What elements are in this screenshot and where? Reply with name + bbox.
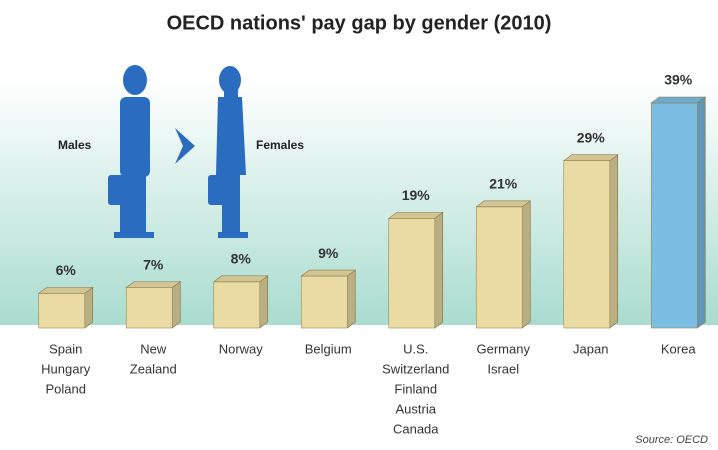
x-tick-label: Spain: [49, 341, 82, 356]
bar-top: [37, 287, 94, 294]
bar-top: [387, 212, 444, 219]
bar-top: [212, 275, 269, 283]
x-tick-label: U.S.: [403, 341, 428, 356]
value-label: 19%: [402, 187, 431, 203]
bar-top: [650, 96, 707, 104]
bar-top: [300, 269, 357, 277]
bar-side: [696, 96, 706, 329]
bar-side: [259, 275, 269, 329]
bar: [300, 275, 348, 329]
bar: [213, 281, 261, 329]
bar-side: [609, 154, 619, 329]
value-label: 9%: [318, 245, 339, 261]
value-label: 8%: [231, 251, 252, 267]
x-tick-label: Finland: [394, 381, 437, 396]
value-label: 29%: [577, 129, 606, 145]
bar-top: [562, 154, 619, 161]
x-tick-label: Poland: [46, 381, 86, 396]
male-figure: [108, 65, 154, 238]
bar: [38, 293, 86, 329]
bar-side: [434, 211, 444, 329]
x-tick-label: Switzerland: [382, 361, 449, 376]
x-tick-label: Zealand: [130, 361, 177, 376]
bar-side: [84, 286, 94, 329]
female-figure: [208, 66, 248, 238]
bar-side: [521, 200, 531, 329]
x-tick-label: Hungary: [41, 361, 91, 376]
annotation: Males: [58, 138, 92, 152]
x-tick-label: Korea: [661, 341, 696, 356]
greater-than: [175, 128, 195, 164]
bar: [475, 206, 523, 329]
annotation: Females: [256, 138, 304, 152]
x-tick-label: New: [140, 341, 167, 356]
x-tick-label: Canada: [393, 421, 439, 436]
value-label: 21%: [489, 176, 518, 192]
x-tick-label: Israel: [487, 361, 519, 376]
value-label: 7%: [143, 256, 164, 272]
chart-title: OECD nations' pay gap by gender (2010): [167, 12, 552, 34]
x-tick-label: Norway: [219, 341, 264, 356]
x-tick-label: Germany: [477, 341, 531, 356]
x-tick-label: Austria: [396, 401, 437, 416]
bar: [388, 218, 436, 329]
bar-top: [475, 200, 532, 208]
value-label: 39%: [664, 72, 693, 88]
x-tick-label: Belgium: [305, 341, 352, 356]
bar: [650, 102, 698, 329]
x-tick-label: Japan: [573, 341, 608, 356]
source: Source: OECD: [635, 434, 708, 446]
bar-side: [346, 269, 356, 329]
bar: [563, 160, 611, 329]
value-label: 6%: [56, 262, 77, 278]
bar: [125, 287, 173, 329]
bar-side: [171, 281, 181, 329]
bar-top: [125, 281, 182, 288]
